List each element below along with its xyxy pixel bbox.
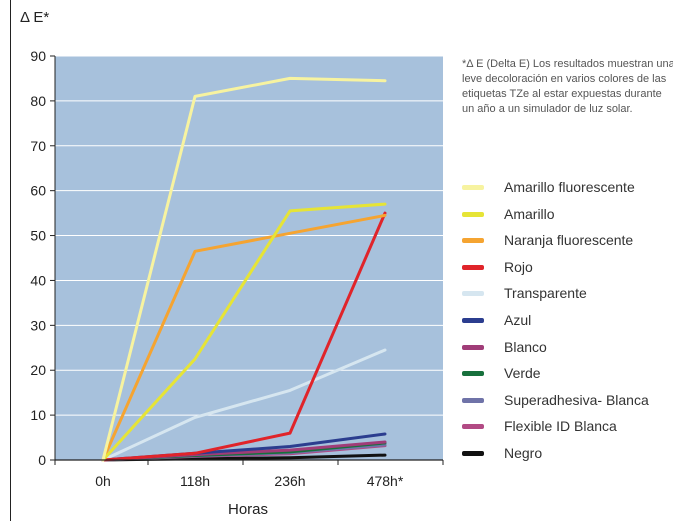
legend-swatch — [462, 238, 484, 244]
axes — [50, 55, 444, 465]
legend-label: Naranja fluorescente — [504, 232, 634, 249]
legend-swatch — [462, 397, 484, 403]
legend-swatch — [462, 291, 484, 297]
footnote-text: *Δ E (Delta E) Los resultados muestran u… — [462, 58, 673, 115]
series-lines — [101, 76, 387, 462]
x-tick-label: 118h — [180, 473, 210, 489]
legend-label: Negro — [504, 444, 543, 461]
y-tick-label: 0 — [38, 452, 46, 468]
y-tick-label: 90 — [30, 48, 46, 64]
left-frame-line — [10, 0, 11, 521]
series-line-4 — [101, 348, 387, 462]
series-line-3 — [101, 211, 387, 462]
legend-label: Transparente — [504, 285, 587, 302]
legend-swatch — [462, 450, 484, 456]
legend-label: Azul — [504, 311, 532, 328]
legend-swatch — [462, 344, 484, 350]
legend-label: Rojo — [504, 258, 533, 275]
y-axis-title: Δ E* — [20, 9, 49, 26]
x-tick-label: 478h* — [367, 473, 404, 489]
legend-swatch — [462, 264, 484, 270]
legend-label: Amarillo fluorescente — [504, 179, 635, 195]
legend-label: Verde — [504, 365, 541, 382]
x-tick-label: 236h — [274, 473, 305, 489]
legend-label: Blanco — [504, 338, 547, 355]
series-line-0 — [101, 76, 387, 462]
series-line-2 — [101, 213, 387, 462]
y-tick-label: 50 — [30, 228, 46, 244]
y-tick-labels: 0 10 20 30 40 50 60 70 80 90 — [30, 48, 46, 468]
legend-label: Superadhesiva- Blanca — [504, 391, 649, 408]
legend-swatch — [462, 211, 484, 217]
legend-swatch — [462, 317, 484, 323]
y-tick-label: 80 — [30, 93, 46, 109]
x-tick-label: 0h — [95, 473, 111, 489]
legend-swatch — [462, 424, 484, 430]
plot-area — [55, 56, 443, 460]
y-tick-label: 10 — [30, 407, 46, 423]
gridlines — [55, 55, 443, 416]
legend-label: Flexible ID Blanca — [504, 418, 617, 435]
x-axis-title: Horas — [228, 501, 268, 518]
y-tick-label: 30 — [30, 317, 46, 333]
x-tick-labels: 0h 118h 236h 478h* — [95, 473, 404, 489]
y-tick-label: 20 — [30, 362, 46, 378]
legend-swatch — [462, 371, 484, 377]
series-line-1 — [101, 202, 387, 462]
y-tick-label: 60 — [30, 183, 46, 199]
y-tick-label: 40 — [30, 272, 46, 288]
legend-label: Amarillo — [504, 205, 555, 222]
legend-swatch — [462, 185, 484, 190]
y-tick-label: 70 — [30, 138, 46, 154]
